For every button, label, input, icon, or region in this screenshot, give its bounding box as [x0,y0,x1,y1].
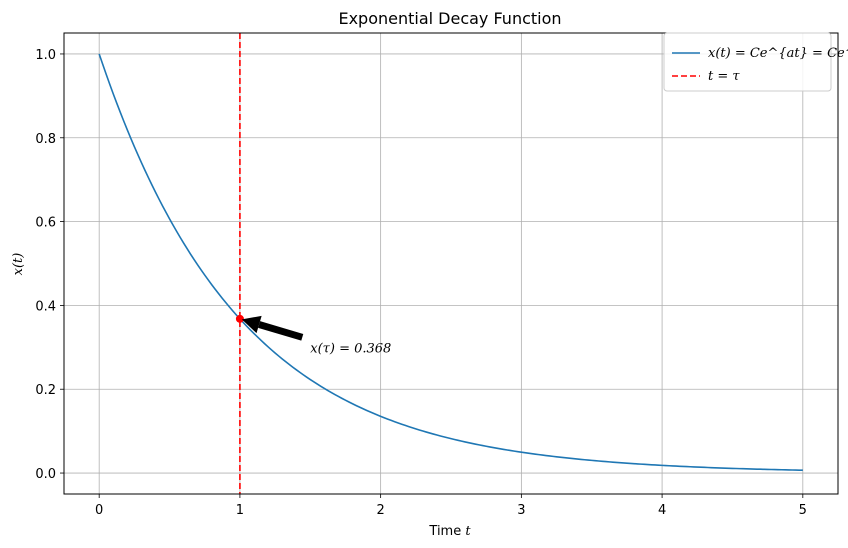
grid-lines [64,33,838,494]
decay-curve-line [98,53,803,472]
plot-frame [63,32,839,495]
y-tick-label: 0.8 [35,132,56,147]
x-tick-label: 3 [517,503,525,518]
x-tick-label: 5 [799,503,807,518]
legend-label-tau-line: t = τ [708,69,740,84]
chart-title: Exponential Decay Function [338,9,561,28]
y-tick-label: 1.0 [35,48,56,63]
annotation-arrow-head [241,315,262,334]
x-axis-label: Time t [428,524,471,539]
plot-content: x(τ) = 0.368 [98,33,803,494]
y-axis-label: x(t) [11,253,26,276]
x-tick-label: 2 [376,503,384,518]
y-tick-label: 0.0 [35,467,56,482]
legend: x(t) = Ce^{at} = Ce^{-t/τ} t = τ [663,32,848,92]
legend-label-decay-curve: x(t) = Ce^{at} = Ce^{-t/τ} [708,46,848,61]
annotation-arrow-shaft [258,321,304,341]
x-axis-label-var: t [465,524,471,539]
y-tick-label: 0.6 [35,216,56,231]
x-tick-label: 0 [95,503,103,518]
y-tick-label: 0.2 [35,383,56,398]
legend-box [663,32,832,92]
y-ticks: 0.0 0.2 0.4 0.6 0.8 1.0 [35,48,64,482]
x-axis-label-prefix: Time [428,524,465,539]
x-ticks: 0 1 2 3 4 5 [95,494,807,518]
x-tick-label: 1 [236,503,244,518]
annotation-label: x(τ) = 0.368 [310,341,391,356]
x-tick-label: 4 [658,503,666,518]
y-tick-label: 0.4 [35,299,56,314]
tau-point-marker [235,314,244,323]
